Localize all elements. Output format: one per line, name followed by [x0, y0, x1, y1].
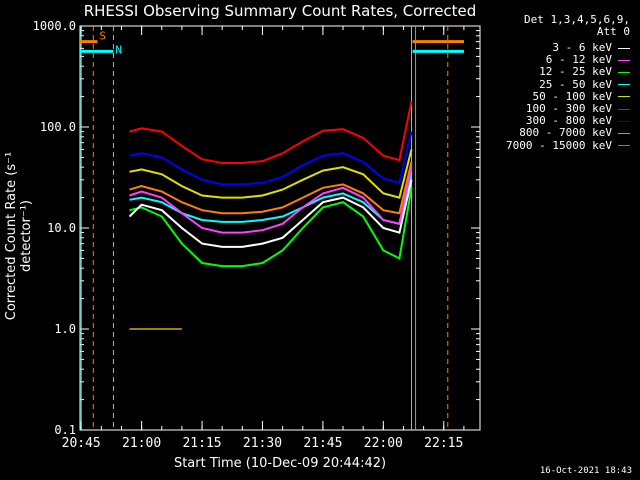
x-tick-label: 20:45	[62, 436, 101, 451]
legend-entry: 300 - 800 keV	[506, 115, 630, 127]
legend-swatch	[618, 96, 630, 98]
flag-label: S	[99, 30, 106, 43]
x-tick-label: 22:00	[364, 436, 403, 451]
series-line	[129, 172, 413, 226]
x-tick-label: 21:30	[243, 436, 282, 451]
legend-entry: 6 - 12 keV	[506, 53, 630, 67]
legend-label: 12 - 25 keV	[539, 65, 612, 79]
x-tick-label: 21:45	[303, 436, 342, 451]
legend-label: 6 - 12 keV	[545, 53, 612, 67]
legend: 3 - 6 keV 6 - 12 keV 12 - 25 keV 25 - 50 ke…	[506, 41, 630, 152]
legend-label: 7000 - 15000 keV	[506, 138, 612, 152]
detector-info: Det 1,3,4,5,6,9, Att 0	[524, 14, 630, 38]
flag-label: N	[115, 43, 122, 56]
chart-title: RHESSI Observing Summary Count Rates, Co…	[83, 2, 477, 20]
series-line	[129, 100, 413, 164]
plot-frame	[79, 25, 481, 431]
legend-label: 25 - 50 keV	[539, 77, 612, 91]
legend-swatch	[618, 59, 630, 61]
legend-label: 3 - 6 keV	[552, 41, 612, 54]
legend-label: 100 - 300 keV	[525, 102, 612, 116]
detector-info-line-2: Att 0	[596, 25, 630, 38]
legend-entry: 100 - 300 keV	[506, 102, 630, 116]
series-line	[129, 187, 413, 268]
legend-entry: 3 - 6 keV	[506, 41, 630, 54]
legend-entry: 800 - 7000 keV	[506, 127, 630, 139]
legend-swatch	[618, 133, 630, 135]
legend-label: 50 - 100 keV	[532, 89, 612, 103]
y-tick-label: 10.0	[47, 221, 76, 235]
series-line	[129, 149, 413, 199]
y-tick-label: 0.1	[54, 423, 76, 437]
legend-entry: 25 - 50 keV	[506, 77, 630, 91]
legend-swatch	[618, 47, 630, 49]
series-line	[129, 131, 413, 186]
legend-label: 800 - 7000 keV	[519, 126, 612, 140]
legend-swatch	[618, 145, 630, 147]
legend-swatch	[618, 120, 630, 122]
legend-entry: 7000 - 15000 keV	[506, 138, 630, 152]
y-tick-label: 1000.0	[33, 19, 76, 33]
detector-info-line-1: Det 1,3,4,5,6,9,	[524, 13, 630, 26]
legend-swatch	[618, 72, 630, 73]
x-tick-label: 21:15	[182, 436, 221, 451]
legend-swatch	[618, 84, 630, 86]
x-tick-label: 22:15	[424, 436, 463, 451]
legend-entry: 50 - 100 keV	[506, 89, 630, 103]
x-tick-label: 21:00	[122, 436, 161, 451]
x-axis-label: Start Time (10-Dec-09 20:44:42)	[173, 456, 387, 471]
legend-swatch	[618, 108, 630, 110]
series-line	[129, 161, 413, 215]
series-line	[129, 166, 413, 234]
timestamp: 16-Oct-2021 18:43	[539, 466, 632, 476]
legend-label: 300 - 800 keV	[525, 114, 612, 128]
series-line	[128, 179, 413, 248]
y-tick-label: 1.0	[54, 322, 76, 336]
legend-entry: 12 - 25 keV	[506, 66, 630, 78]
y-axis-label: Corrected Count Rate (s⁻¹ detector⁻¹)	[4, 151, 34, 321]
y-tick-label: 100.0	[40, 120, 76, 134]
